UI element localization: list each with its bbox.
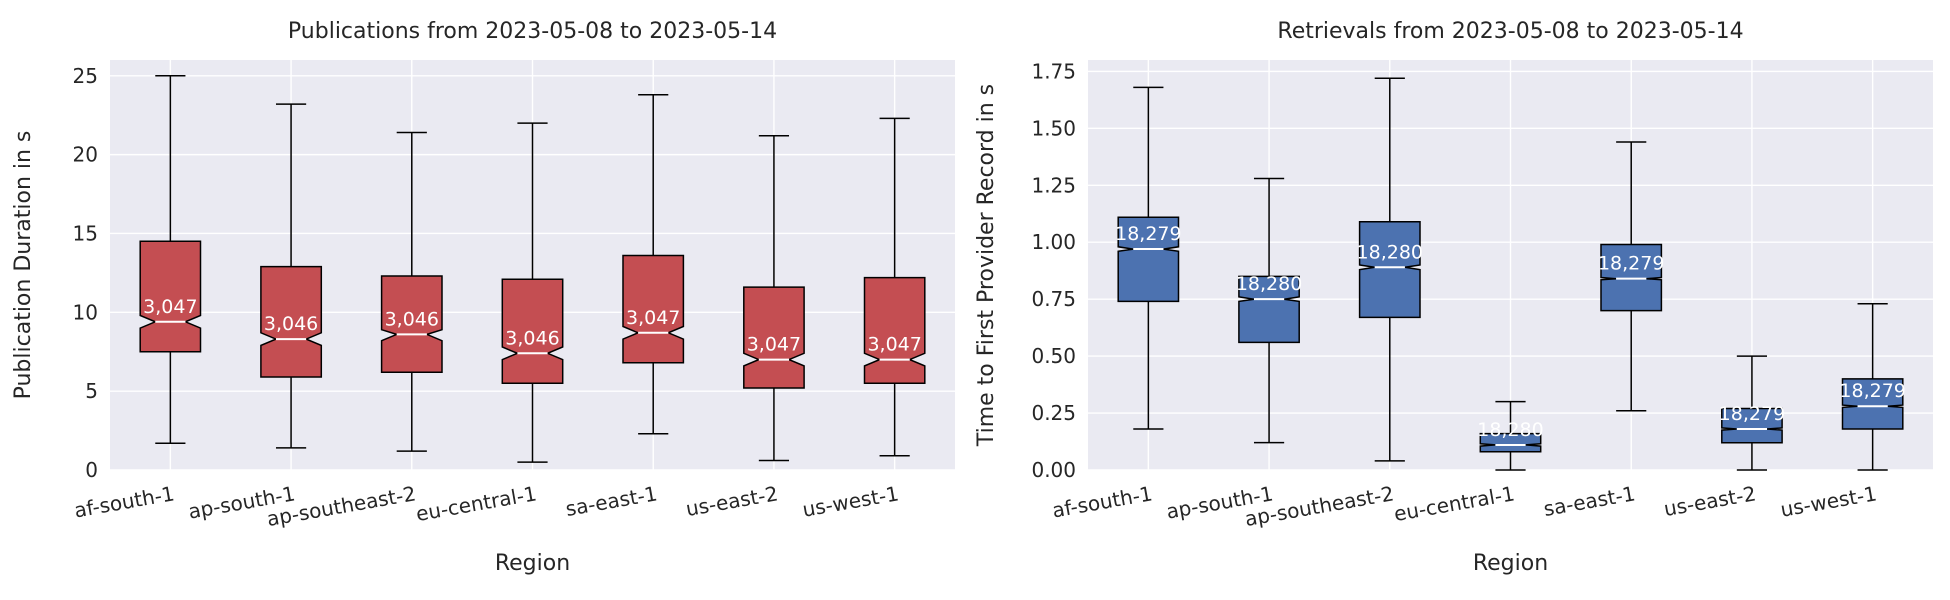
x-tick-label: us-east-2 xyxy=(1662,481,1758,521)
count-label: 18,280 xyxy=(1477,419,1543,441)
box-body xyxy=(1841,378,1904,430)
box-body xyxy=(1358,220,1421,319)
chart-title: Publications from 2023-05-08 to 2023-05-… xyxy=(288,19,777,44)
chart-panel-1: 0 5 10 15 20 25 3,047 3,046 3,046 3,046 3,047 3,047… xyxy=(11,19,955,576)
count-label: 3,047 xyxy=(867,334,921,356)
box-body xyxy=(380,275,443,373)
box-body xyxy=(1117,216,1180,303)
y-tick-label: 0.00 xyxy=(1031,458,1076,482)
count-label: 3,046 xyxy=(264,313,318,335)
box-us-west-1: 3,047 xyxy=(863,117,926,457)
count-label: 18,279 xyxy=(1839,380,1905,402)
box-body xyxy=(1479,432,1542,453)
box-eu-central-1: 3,046 xyxy=(501,122,564,463)
box-sa-east-1: 18,279 xyxy=(1598,141,1664,412)
box-body xyxy=(622,254,685,364)
box-af-south-1: 3,047 xyxy=(139,75,202,444)
x-tick-label: af-south-1 xyxy=(72,481,176,522)
count-label: 18,280 xyxy=(1357,241,1423,263)
y-axis-label: Time to First Provider Record in s xyxy=(974,84,999,447)
box-body xyxy=(139,240,202,353)
x-tick-label: sa-east-1 xyxy=(1542,481,1637,521)
y-tick-label: 15 xyxy=(73,221,98,245)
chart-title: Retrievals from 2023-05-08 to 2023-05-14 xyxy=(1277,19,1743,44)
box-body xyxy=(1721,407,1783,444)
y-tick-label: 10 xyxy=(73,300,98,324)
x-tick-label: us-east-2 xyxy=(684,481,780,521)
x-tick-label: eu-central-1 xyxy=(414,481,538,526)
chart-panel-2: 0.00 0.25 0.50 0.75 1.00 1.25 1.50 1.75 18,279 18… xyxy=(974,19,1933,576)
box-ap-southeast-2: 18,280 xyxy=(1357,77,1423,462)
count-label: 18,280 xyxy=(1236,273,1302,295)
box-af-south-1: 18,279 xyxy=(1115,86,1182,430)
box-body xyxy=(1600,243,1663,312)
box-body xyxy=(1238,275,1300,344)
x-axis-label: Region xyxy=(1473,551,1548,576)
y-tick-label: 1.00 xyxy=(1031,230,1076,254)
box-ap-south-1: 3,046 xyxy=(260,103,323,449)
box-us-east-2: 18,279 xyxy=(1719,355,1785,471)
box-body xyxy=(743,286,805,389)
x-tick-label: us-west-1 xyxy=(801,481,901,522)
box-us-west-1: 18,279 xyxy=(1839,302,1906,471)
y-tick-label: 20 xyxy=(73,143,98,167)
x-axis-label: Region xyxy=(495,551,570,576)
box-ap-southeast-2: 3,046 xyxy=(380,131,443,452)
y-tick-label: 1.75 xyxy=(1031,59,1076,83)
y-tick-label: 1.50 xyxy=(1031,116,1076,140)
box-body xyxy=(863,276,926,385)
box-body xyxy=(260,265,323,378)
x-tick-label: us-west-1 xyxy=(1779,481,1879,522)
y-tick-label: 0.25 xyxy=(1031,401,1076,425)
box-body xyxy=(501,278,564,385)
box-eu-central-1: 18,280 xyxy=(1477,400,1544,471)
y-axis-label: Publication Duration in s xyxy=(11,131,36,400)
y-tick-label: 5 xyxy=(85,379,98,403)
y-tick-label: 1.25 xyxy=(1031,173,1076,197)
y-tick-label: 0 xyxy=(85,458,98,482)
count-label: 3,046 xyxy=(505,327,559,349)
count-label: 18,279 xyxy=(1719,403,1785,425)
count-label: 3,046 xyxy=(385,308,439,330)
count-label: 3,047 xyxy=(143,296,197,318)
count-label: 3,047 xyxy=(747,334,801,356)
y-tick-label: 0.75 xyxy=(1031,287,1076,311)
x-tick-label: af-south-1 xyxy=(1050,481,1154,522)
count-label: 18,279 xyxy=(1598,253,1664,275)
y-tick-label: 0.50 xyxy=(1031,344,1076,368)
box-ap-south-1: 18,280 xyxy=(1236,177,1302,444)
box-sa-east-1: 3,047 xyxy=(622,93,685,435)
count-label: 3,047 xyxy=(626,307,680,329)
x-tick-label: eu-central-1 xyxy=(1392,481,1516,526)
count-label: 18,279 xyxy=(1115,223,1181,245)
x-tick-label: sa-east-1 xyxy=(564,481,659,521)
y-tick-label: 25 xyxy=(73,64,98,88)
box-us-east-2: 3,047 xyxy=(743,134,805,462)
